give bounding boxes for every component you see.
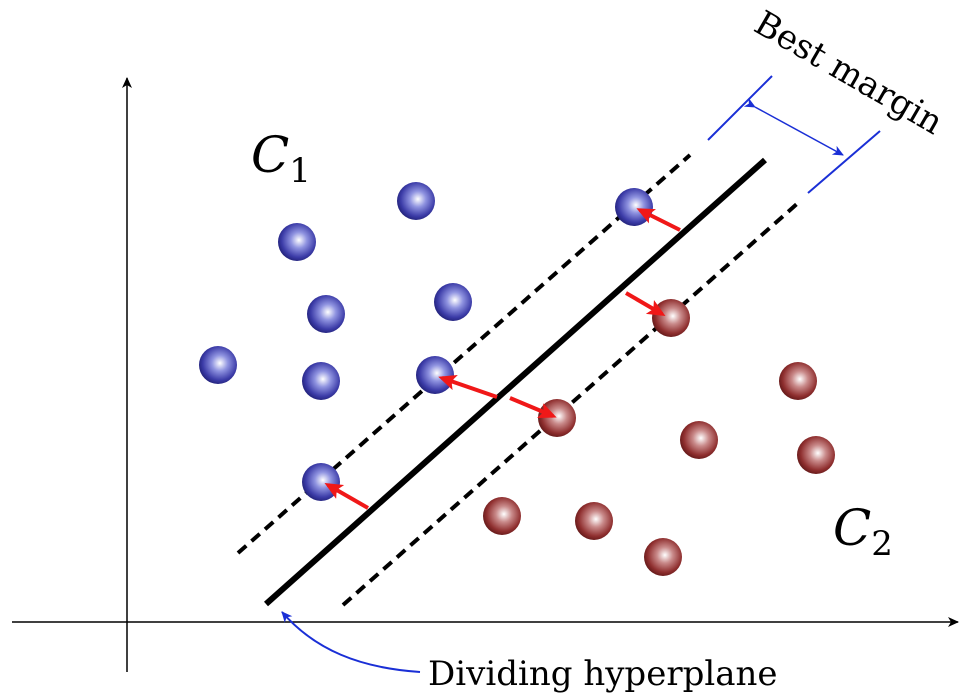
margin-tick-right (807, 130, 881, 194)
best-margin-label: Best margin (748, 3, 950, 143)
class2-point (797, 436, 835, 474)
class1-support-vector (615, 188, 653, 226)
margin-tick-left (707, 75, 773, 141)
class1-support-vector (302, 463, 340, 501)
class2-points (483, 299, 835, 576)
class1-point (302, 362, 340, 400)
support-arrow (438, 375, 498, 399)
class2-point (575, 502, 613, 540)
margin-arrow (743, 97, 844, 156)
class1-point (434, 283, 472, 321)
support-arrow (324, 483, 369, 510)
class1-point (307, 295, 345, 333)
class2-point (680, 421, 718, 459)
class1-point (397, 182, 435, 220)
dividing-hyperplane (264, 157, 767, 607)
class1-support-vector (416, 356, 454, 394)
class1-point (199, 346, 237, 384)
lower-margin-line (341, 201, 800, 607)
support-arrow (509, 396, 557, 418)
class2-label-sub: 2 (871, 524, 893, 564)
hyperplane-label: Dividing hyperplane (428, 654, 778, 694)
hyperplane-pointer-arrow (281, 611, 421, 673)
class2-label-main: C (833, 499, 871, 557)
support-arrow (624, 291, 666, 317)
class2-support-vector (538, 399, 576, 437)
class1-point (278, 223, 316, 261)
class1-label-sub: 1 (289, 151, 311, 191)
class1-label: C1 (251, 126, 311, 191)
class1-label-main: C (251, 126, 289, 184)
class2-support-vector (652, 299, 690, 337)
class1-points (199, 182, 653, 501)
support-arrow (636, 208, 681, 232)
class2-label: C2 (833, 499, 893, 564)
class2-point (644, 538, 682, 576)
class2-point (779, 362, 817, 400)
class2-point (483, 497, 521, 535)
support-arrows (324, 208, 681, 510)
